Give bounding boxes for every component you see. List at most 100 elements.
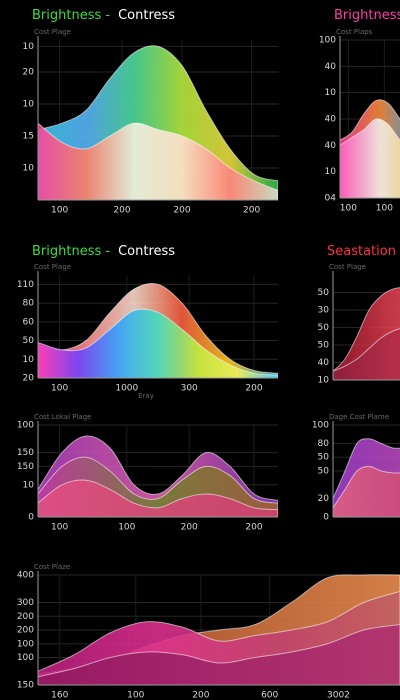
y-tick-label: 100 (17, 653, 34, 663)
chart-title-main: Brightness - (32, 8, 110, 23)
x-tick-label: 200 (181, 523, 198, 533)
chart-title-main: Brightness - (32, 244, 110, 259)
area-series (38, 122, 278, 200)
y-tick-label: 100 (312, 421, 329, 431)
chart-title: Brightness - Contress (32, 8, 175, 23)
x-tick-label: 100 (340, 204, 357, 214)
x-tick-label: 100 (51, 523, 68, 533)
x-tick-label: 600 (261, 691, 278, 700)
chart-title: Brightness - Contress (32, 244, 175, 259)
chart-panel: Brightness - Contress Cost Plage 20 10 50 60 80… (17, 244, 278, 400)
y-tick-label: 30 (318, 306, 330, 316)
y-tick-label: 20 (23, 374, 35, 384)
y-tick-label: 200 (17, 626, 34, 636)
y-tick-label: 0 (323, 513, 329, 523)
plot-area (333, 438, 400, 517)
chart-title-suffix: Contress (118, 244, 175, 259)
chart-subtitle: Cost Plage (34, 28, 71, 36)
y-tick-label: 10 (23, 480, 35, 490)
y-tick-label: 10 (325, 167, 337, 177)
y-tick-label: 15 (23, 132, 34, 142)
x-tick-label: 160 (51, 691, 68, 700)
y-tick-label: 200 (17, 612, 34, 622)
x-tick-label: 200 (245, 384, 262, 394)
y-tick-label: 10 (325, 88, 337, 98)
y-tick-label: 50 (318, 341, 330, 351)
chart-panel: Cost Plaze 150 100 100 200 200 300 400 160 100 200… (17, 563, 400, 700)
chart-subtitle: Cost Plaps (336, 28, 373, 36)
y-tick-label: 50 (318, 323, 330, 333)
x-tick-label: 200 (173, 206, 190, 216)
chart-title: Seastation (327, 244, 396, 259)
plot-area (340, 99, 400, 198)
chart-panel: Cost Lokal Plage 0 10 150 150 100 100 100 200 200 (17, 413, 278, 533)
y-tick-label: 50 (318, 467, 330, 477)
x-tick-label: 100 (51, 384, 68, 394)
y-tick-label: 50 (318, 453, 330, 463)
plot-area (38, 435, 278, 517)
y-tick-label: 150 (17, 448, 34, 458)
area-series (333, 328, 400, 380)
chart-panel: Brightness Cost Plaps 04 10 40 40 10 40 100 100 10… (319, 8, 400, 214)
y-tick-label: 0 (28, 513, 34, 523)
area-series (333, 465, 400, 517)
y-tick-label: 40 (325, 115, 337, 125)
area-series (38, 479, 278, 517)
chart-panel: Brightness - Contress Cost Plage 10 15 10 20 10… (23, 8, 278, 216)
y-tick-label: 110 (17, 280, 34, 290)
chart-title-main: Brightness (334, 8, 400, 23)
area-series (38, 308, 278, 378)
chart-subtitle: Cost Plage (34, 263, 71, 271)
y-tick-label: 150 (17, 681, 34, 691)
area-series (38, 623, 400, 685)
y-tick-label: 20 (23, 68, 35, 78)
y-tick-label: 10 (23, 164, 35, 174)
x-tick-label: 100 (118, 523, 135, 533)
x-axis-label: Eray (138, 392, 154, 400)
y-tick-label: 400 (17, 571, 34, 581)
y-tick-label: 20 (318, 494, 330, 504)
x-tick-label: 200 (243, 206, 260, 216)
x-tick-label: 100 (51, 206, 68, 216)
area-series (340, 118, 400, 198)
y-tick-label: 10 (23, 42, 35, 52)
chart-subtitle: Cost Plaze (34, 563, 70, 571)
y-tick-label: 10 (23, 355, 35, 365)
chart-subtitle: Cost Lokal Plage (34, 413, 91, 421)
y-tick-label: 50 (23, 336, 35, 346)
x-tick-label: 200 (245, 523, 262, 533)
y-tick-label: 10 (318, 376, 330, 386)
y-tick-label: 300 (17, 598, 34, 608)
chart-panel: Dage Cost Plame 0 20 50 50 80 100 (312, 413, 400, 523)
x-tick-label: 100 (127, 691, 144, 700)
x-tick-label: 200 (192, 691, 209, 700)
chart-title-main: Seastation (327, 244, 396, 259)
plot-area (38, 45, 278, 200)
chart-subtitle: Cost Plage (329, 263, 366, 271)
y-tick-label: 40 (325, 62, 337, 72)
y-tick-label: 50 (318, 288, 330, 298)
y-tick-label: 10 (23, 100, 35, 110)
y-tick-label: 60 (23, 317, 35, 327)
x-tick-label: 200 (113, 206, 130, 216)
y-tick-label: 100 (17, 421, 34, 431)
y-tick-label: 80 (318, 439, 330, 449)
x-tick-label: 300 (181, 384, 198, 394)
x-tick-label: 3002 (327, 691, 350, 700)
y-tick-label: 04 (325, 194, 337, 204)
y-tick-label: 40 (325, 141, 337, 151)
y-tick-label: 100 (319, 36, 336, 46)
x-tick-label: 100 (376, 204, 393, 214)
plot-area (38, 574, 400, 685)
y-tick-label: 100 (17, 639, 34, 649)
plot-area (38, 282, 278, 378)
chart-title: Brightness (334, 8, 400, 23)
chart-title-suffix: Contress (118, 8, 175, 23)
chart-panel: Seastation Cost Plage 10 40 50 50 30 50 (318, 244, 400, 386)
y-tick-label: 40 (318, 358, 330, 368)
chart-subtitle: Dage Cost Plame (329, 413, 389, 421)
plot-area (333, 287, 400, 380)
y-tick-label: 80 (23, 299, 35, 309)
